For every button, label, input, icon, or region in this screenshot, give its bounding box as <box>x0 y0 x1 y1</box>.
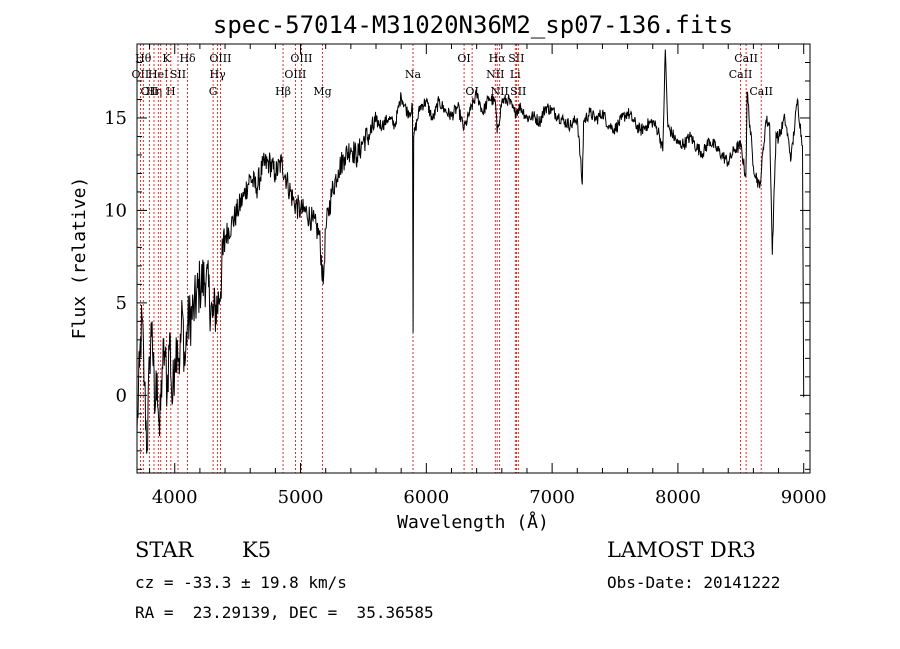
x-tick-label: 5000 <box>278 487 324 508</box>
x-tick-label: 7000 <box>529 487 575 508</box>
line-label: SII <box>508 52 524 65</box>
line-label: OIII <box>209 52 231 65</box>
y-tick-label: 15 <box>104 108 127 129</box>
line-label: CaII <box>749 85 773 98</box>
line-label: OIII <box>290 52 312 65</box>
redshift-velocity: cz = -33.3 ± 19.8 km/s <box>135 573 347 592</box>
spectrum-series <box>136 49 805 454</box>
line-label: K <box>162 52 171 65</box>
line-label: CaII <box>729 68 753 81</box>
line-label: G <box>209 85 218 98</box>
spectrum-line <box>136 49 805 454</box>
line-label: SII <box>170 68 186 81</box>
x-axis-label: Wavelength (Å) <box>397 511 549 533</box>
x-tick-label: 9000 <box>781 487 827 508</box>
line-label: OII <box>132 68 150 81</box>
line-label: Hα <box>489 52 507 65</box>
sky-coordinates: RA = 23.29139, DEC = 35.36585 <box>135 603 434 622</box>
x-tick-label: 8000 <box>655 487 701 508</box>
x-tick-label: 6000 <box>403 487 449 508</box>
line-label: Hβ <box>275 85 291 98</box>
line-label: OI <box>457 52 470 65</box>
line-label: NII <box>491 85 509 98</box>
line-label: OIII <box>284 68 306 81</box>
line-label: NII <box>486 68 504 81</box>
plot-frame <box>136 43 811 474</box>
object-subclass: K5 <box>242 538 272 562</box>
line-label: H <box>166 85 176 98</box>
line-label: CaII <box>734 52 758 65</box>
object-class: STAR <box>135 538 194 562</box>
y-tick-label: 5 <box>116 293 127 314</box>
y-tick-label: 10 <box>104 200 127 221</box>
line-label: Li <box>510 68 521 81</box>
line-label: HeI <box>148 68 168 81</box>
y-axis-label: Flux (relative) <box>69 177 90 340</box>
chart-title: spec-57014-M31020N36M2_sp07-136.fits <box>213 11 733 39</box>
line-label: SII <box>510 85 526 98</box>
survey-release: LAMOST DR3 <box>607 538 756 562</box>
observation-date: Obs-Date: 20141222 <box>607 573 781 592</box>
line-label: Hγ <box>210 68 227 81</box>
line-label: Na <box>405 68 422 81</box>
line-label: Hδ <box>179 52 196 65</box>
line-label: Hθ <box>135 52 152 65</box>
line-label: Mg <box>313 85 331 98</box>
line-label: Hη <box>146 85 162 98</box>
x-tick-label: 4000 <box>152 487 198 508</box>
axis-ticks: 4000 5000 6000 7000 8000 9000 0 5 10 15 <box>104 43 827 508</box>
emission-line-markers: OIIHθOIIHηHeIKHSIIHδGHγOIIIHβOIIIOIIIMgN… <box>132 44 773 473</box>
y-tick-label: 0 <box>116 385 127 406</box>
